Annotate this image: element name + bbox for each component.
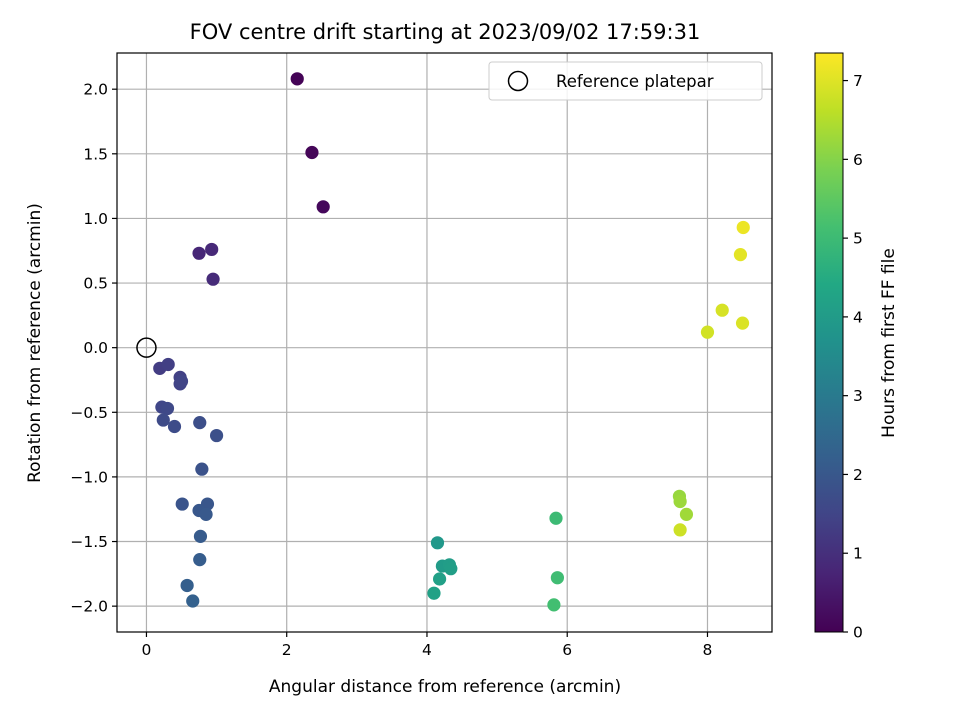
data-point (180, 578, 194, 593)
legend-entry-reference-platepar: Reference platepar (556, 72, 714, 91)
colorbar-tick-label: 6 (853, 151, 863, 169)
y-axis-ticks: −2.0 −1.5 −1.0 −0.5 0.0 0.5 1.0 1.5 2.0 (70, 81, 117, 616)
data-point (205, 242, 219, 257)
data-point (444, 562, 458, 576)
x-tick-label: 6 (562, 641, 572, 659)
data-point (195, 462, 209, 476)
grid-lines (117, 53, 772, 632)
y-tick-label: −0.5 (70, 404, 108, 422)
data-point (186, 594, 200, 608)
y-tick-label: −1.5 (70, 533, 108, 551)
y-tick-label: 1.0 (83, 210, 108, 228)
data-point (673, 523, 687, 537)
y-tick-label: 1.5 (83, 145, 108, 163)
data-point (700, 325, 715, 339)
colorbar-tick-label: 4 (853, 308, 863, 326)
reference-point (136, 337, 157, 358)
data-point (192, 246, 206, 260)
y-tick-label: −1.0 (70, 468, 108, 486)
data-point (290, 72, 304, 86)
data-point (715, 303, 729, 317)
x-tick-label: 0 (142, 641, 152, 659)
data-point (160, 401, 175, 416)
chart-title: FOV centre drift starting at 2023/09/02 … (190, 20, 701, 44)
y-axis-label: Rotation from reference (arcmin) (25, 203, 45, 483)
x-axis-ticks: 0 2 4 6 8 (142, 632, 713, 659)
data-point (673, 494, 687, 509)
data-point (735, 316, 750, 330)
plot-frame (116, 52, 773, 633)
data-point (305, 145, 319, 160)
data-point (174, 374, 189, 388)
colorbar-tick-label: 3 (853, 387, 863, 405)
data-point (547, 598, 561, 612)
data-point (679, 507, 694, 521)
colorbar-tick-label: 5 (853, 230, 863, 248)
x-axis-label: Angular distance from reference (arcmin) (269, 677, 621, 697)
data-point (199, 507, 213, 521)
y-tick-label: 2.0 (83, 81, 108, 99)
data-point (209, 428, 224, 443)
legend-box (488, 61, 763, 101)
data-point (316, 200, 330, 214)
data-point (432, 572, 447, 586)
legend: Reference platepar (488, 61, 763, 101)
y-tick-label: 0.5 (83, 275, 108, 293)
x-tick-label: 4 (422, 641, 432, 659)
data-point (550, 571, 565, 585)
colorbar-tick-label: 2 (853, 466, 863, 484)
y-tick-label: −2.0 (70, 598, 108, 616)
colorbar (814, 52, 844, 633)
x-tick-label: 8 (703, 641, 713, 659)
data-point (156, 413, 170, 427)
colorbar-label: Hours from first FF file (879, 248, 899, 438)
data-point (193, 553, 207, 567)
data-point (430, 536, 445, 550)
data-point (161, 357, 175, 372)
data-point (175, 497, 189, 511)
data-point (549, 511, 563, 525)
legend-marker-reference (507, 70, 529, 92)
data-point (206, 272, 220, 286)
colorbar-tick-label: 7 (853, 72, 863, 90)
data-point (736, 220, 750, 235)
data-point (167, 419, 182, 434)
colorbar-ticks: 0 1 2 3 4 5 6 7 (843, 72, 863, 642)
data-point (733, 248, 748, 262)
colorbar-tick-label: 0 (853, 624, 863, 642)
data-point (193, 529, 208, 543)
x-tick-label: 2 (282, 641, 292, 659)
data-point (193, 416, 207, 430)
data-points (153, 72, 750, 612)
y-tick-label: 0.0 (83, 339, 108, 357)
colorbar-tick-label: 1 (853, 545, 863, 563)
data-point (427, 586, 441, 600)
reference-marker (136, 337, 157, 358)
